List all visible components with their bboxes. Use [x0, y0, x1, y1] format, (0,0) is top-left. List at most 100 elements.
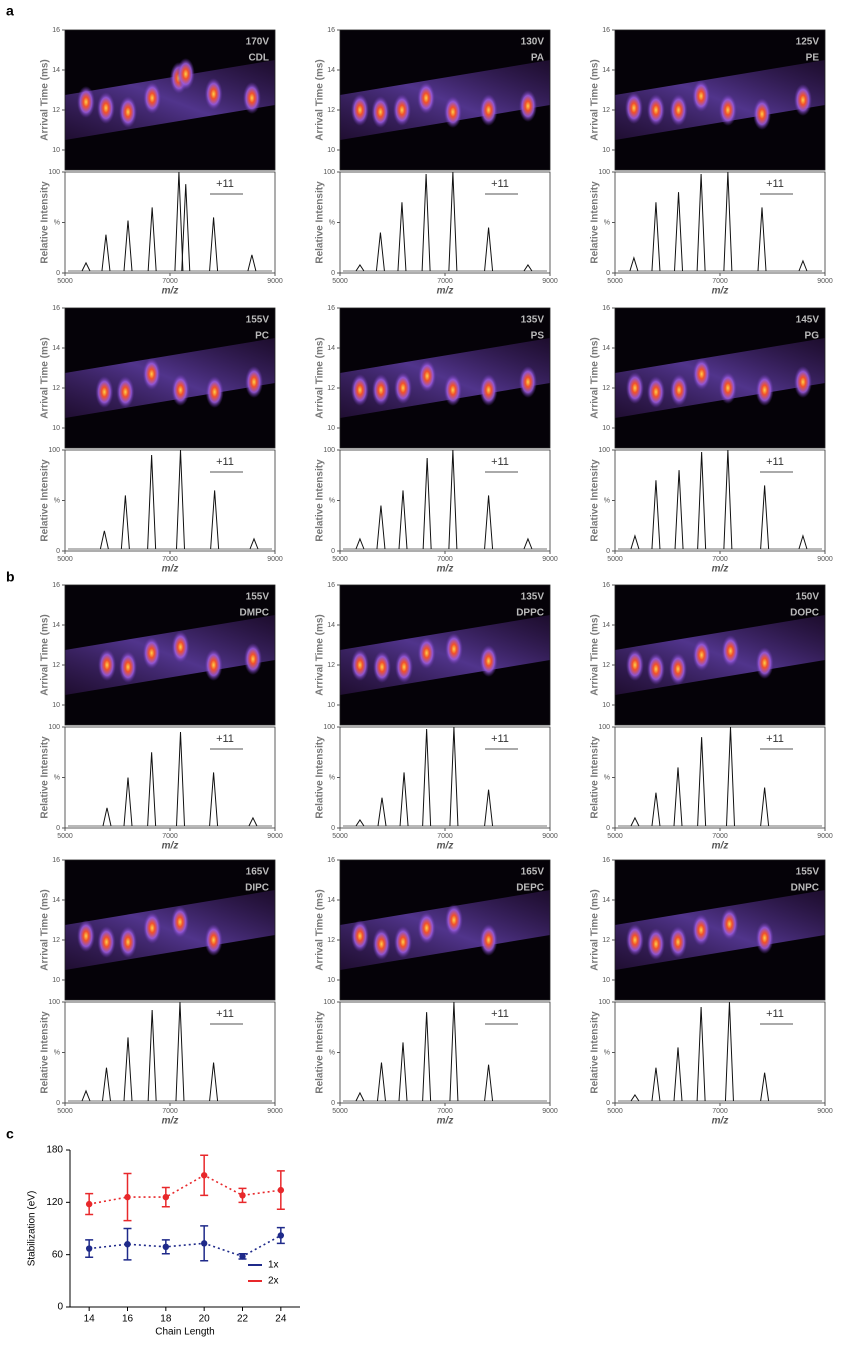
data-point — [162, 1243, 170, 1251]
heatmap-band — [615, 890, 825, 970]
y-tick-label: 12 — [52, 662, 60, 669]
heatmap-spot — [692, 358, 711, 390]
y-tick-label: 16 — [52, 857, 60, 864]
y-axis-label: Relative Intensity — [590, 181, 601, 264]
y-tick-label: 14 — [602, 67, 610, 74]
y-tick-label: 14 — [52, 897, 60, 904]
heatmap-spot — [119, 96, 137, 128]
spectrum-peak — [484, 789, 494, 827]
spectrum-peak — [398, 1042, 408, 1102]
spectrum-peak — [449, 726, 459, 827]
heatmap-band — [65, 890, 275, 970]
spectrum-peak — [449, 1001, 459, 1102]
lipid-label: CDL — [248, 53, 269, 64]
heatmap-spot — [479, 374, 498, 406]
y-tick-label: 10 — [52, 977, 60, 984]
x-tick-label: 9000 — [817, 556, 833, 563]
y-tick-label: 14 — [327, 897, 335, 904]
lipid-label: DMPC — [240, 608, 269, 619]
x-axis-label: m/z — [162, 286, 179, 297]
y-tick-label: 14 — [327, 67, 335, 74]
y-tick-label: 14 — [602, 622, 610, 629]
heatmap-spot — [625, 372, 644, 404]
heatmap-spot — [143, 912, 162, 944]
spectrum-peak — [147, 207, 157, 272]
y-tick-label: 14 — [52, 67, 60, 74]
voltage-label: 125V — [796, 37, 820, 48]
y-tick-label: 12 — [602, 937, 610, 944]
y-tick-label: 10 — [52, 147, 60, 154]
spectrum-peak — [209, 772, 219, 827]
heatmap-band — [615, 338, 825, 418]
y-tick-label: % — [54, 497, 60, 504]
spectrum-peak — [399, 772, 409, 827]
heatmap-spot — [119, 651, 137, 683]
spectrum-peak — [523, 537, 533, 550]
x-tick-label: 7000 — [712, 556, 728, 563]
heatmap-spot — [793, 366, 812, 398]
y-tick-label: 12 — [602, 662, 610, 669]
y-tick-label: 16 — [327, 27, 335, 34]
y-tick-label: 100 — [323, 999, 335, 1006]
legend-label: 1x — [268, 1260, 279, 1271]
spectrum-peak — [175, 1001, 185, 1102]
y-tick-label: 0 — [56, 270, 60, 277]
spectrum-peak — [696, 173, 706, 272]
x-tick-label: 7000 — [437, 278, 453, 285]
x-tick-label: 5000 — [57, 556, 73, 563]
heatmap-frame — [339, 307, 551, 449]
spectrum-peak — [397, 202, 407, 272]
y-tick-label: 14 — [602, 345, 610, 352]
voltage-label: 170V — [246, 37, 270, 48]
y-tick-label: 10 — [602, 702, 610, 709]
y-axis-label: Arrival Time (ms) — [315, 337, 326, 419]
y-axis-label: Relative Intensity — [590, 736, 601, 819]
series-line — [89, 1174, 281, 1205]
spectrum-peak — [176, 732, 185, 827]
lipid-label: PE — [806, 53, 820, 64]
heatmap-spot — [669, 926, 687, 958]
spectrum-peak — [697, 451, 707, 550]
spectrum-peak — [249, 537, 259, 550]
voltage-label: 135V — [521, 315, 545, 326]
x-tick-label: 9000 — [267, 278, 283, 285]
y-tick-label: 10 — [327, 425, 335, 432]
heatmap-frame — [339, 859, 551, 1001]
y-tick-label: 60 — [52, 1249, 64, 1260]
spectrum-frame — [339, 171, 551, 274]
heatmap-spot — [518, 90, 537, 122]
x-tick-label: 5000 — [332, 1108, 348, 1115]
spectrum-peak — [398, 490, 408, 550]
x-tick-label: 14 — [84, 1314, 96, 1325]
annotation: +11 — [766, 733, 784, 745]
x-tick-label: 9000 — [817, 278, 833, 285]
spectrum-frame — [64, 726, 276, 829]
spectrum-peak — [422, 458, 432, 550]
y-tick-label: 120 — [46, 1197, 63, 1208]
heatmap-spot — [96, 92, 115, 124]
y-tick-label: 100 — [598, 169, 610, 176]
spectrum-peak — [99, 530, 109, 550]
spectrum-peak — [355, 1091, 365, 1102]
x-axis-label: m/z — [437, 286, 454, 297]
lipid-label: DIPC — [245, 883, 269, 894]
y-tick-label: 14 — [327, 345, 335, 352]
y-tick-label: 12 — [52, 385, 60, 392]
spectrum-peak — [696, 1007, 706, 1102]
y-tick-label: 16 — [52, 27, 60, 34]
spectrum-peak — [630, 1094, 640, 1102]
heatmap-spot — [350, 649, 369, 681]
heatmap-spot — [479, 645, 498, 677]
y-tick-label: 16 — [327, 582, 335, 589]
heatmap-spot — [479, 94, 498, 126]
y-tick-label: 12 — [327, 662, 335, 669]
heatmap-spot — [371, 374, 390, 406]
y-axis-label: Relative Intensity — [40, 181, 51, 264]
x-axis-label: m/z — [162, 1116, 179, 1127]
x-tick-label: 20 — [199, 1314, 211, 1325]
heatmap-spot — [443, 96, 462, 128]
x-axis-label: m/z — [437, 1116, 454, 1127]
spectrum-frame — [614, 171, 826, 274]
y-tick-label: 100 — [323, 447, 335, 454]
